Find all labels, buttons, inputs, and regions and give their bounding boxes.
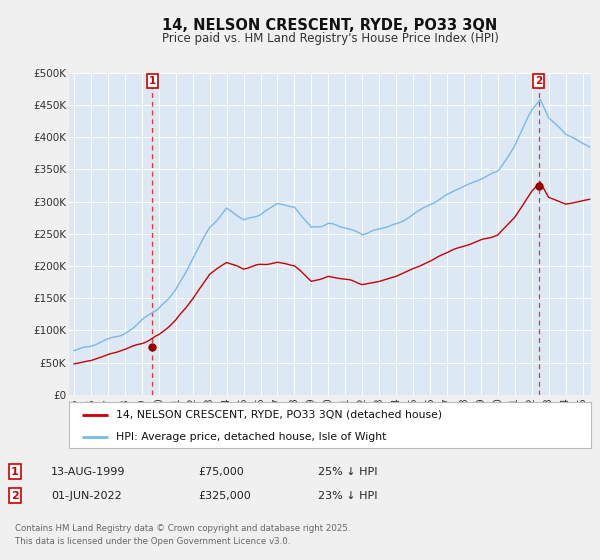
Text: Contains HM Land Registry data © Crown copyright and database right 2025.
This d: Contains HM Land Registry data © Crown c…: [15, 524, 350, 545]
Text: 25% ↓ HPI: 25% ↓ HPI: [318, 466, 377, 477]
Text: 23% ↓ HPI: 23% ↓ HPI: [318, 491, 377, 501]
Text: 14, NELSON CRESCENT, RYDE, PO33 3QN: 14, NELSON CRESCENT, RYDE, PO33 3QN: [163, 18, 497, 32]
Text: 14, NELSON CRESCENT, RYDE, PO33 3QN (detached house): 14, NELSON CRESCENT, RYDE, PO33 3QN (det…: [116, 410, 442, 420]
Text: £325,000: £325,000: [198, 491, 251, 501]
Text: £75,000: £75,000: [198, 466, 244, 477]
Text: 1: 1: [149, 76, 156, 86]
Text: HPI: Average price, detached house, Isle of Wight: HPI: Average price, detached house, Isle…: [116, 432, 386, 441]
Text: 2: 2: [11, 491, 19, 501]
Text: 1: 1: [11, 466, 19, 477]
Text: 01-JUN-2022: 01-JUN-2022: [51, 491, 122, 501]
Text: 13-AUG-1999: 13-AUG-1999: [51, 466, 125, 477]
Text: Price paid vs. HM Land Registry's House Price Index (HPI): Price paid vs. HM Land Registry's House …: [161, 31, 499, 45]
Text: 2: 2: [535, 76, 542, 86]
